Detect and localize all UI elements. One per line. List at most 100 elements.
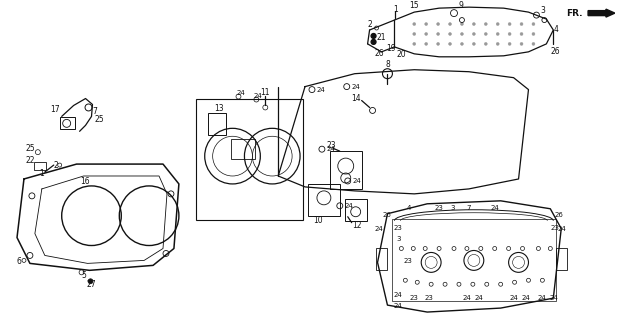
Circle shape: [413, 22, 416, 26]
Circle shape: [508, 22, 511, 26]
Text: 8: 8: [385, 60, 390, 69]
Text: 13: 13: [214, 104, 223, 113]
Text: 24: 24: [537, 295, 546, 301]
Text: 23: 23: [424, 295, 434, 301]
Text: 23: 23: [404, 259, 413, 264]
Circle shape: [532, 43, 535, 45]
Circle shape: [520, 22, 523, 26]
Bar: [34, 162, 46, 170]
Text: 1: 1: [393, 5, 398, 14]
Circle shape: [473, 33, 475, 36]
Text: 3: 3: [396, 236, 400, 242]
Text: 24: 24: [491, 205, 499, 211]
Circle shape: [532, 22, 535, 26]
Circle shape: [371, 34, 376, 38]
Text: 3: 3: [540, 6, 545, 15]
Text: 24: 24: [351, 84, 360, 90]
Text: 19: 19: [387, 44, 396, 53]
Circle shape: [460, 43, 463, 45]
Circle shape: [473, 43, 475, 45]
Circle shape: [520, 43, 523, 45]
Text: 24: 24: [394, 303, 403, 309]
Text: 24: 24: [344, 203, 353, 209]
Text: 26: 26: [375, 49, 384, 58]
Text: 15: 15: [410, 1, 419, 10]
Text: 23: 23: [551, 225, 560, 231]
Circle shape: [484, 43, 487, 45]
Circle shape: [520, 33, 523, 36]
Text: FR.: FR.: [566, 9, 582, 18]
Circle shape: [484, 22, 487, 26]
Bar: [392, 219, 557, 301]
Bar: [208, 113, 226, 135]
Circle shape: [508, 33, 511, 36]
Text: 11: 11: [260, 88, 270, 97]
Bar: [345, 199, 366, 221]
Text: 3: 3: [451, 205, 455, 211]
Text: 16: 16: [80, 178, 89, 187]
Text: 24: 24: [326, 146, 335, 152]
Text: 1: 1: [39, 169, 44, 178]
Text: 24: 24: [550, 295, 558, 301]
Text: 23: 23: [326, 141, 336, 150]
Text: 5: 5: [81, 271, 86, 280]
Circle shape: [496, 43, 499, 45]
Text: 25: 25: [25, 144, 35, 153]
Bar: [376, 249, 387, 270]
Bar: [557, 249, 567, 270]
Text: 23: 23: [394, 225, 403, 231]
Circle shape: [449, 33, 452, 36]
FancyArrow shape: [588, 9, 615, 17]
Text: 21: 21: [377, 34, 386, 43]
Text: 24: 24: [317, 87, 325, 92]
Text: 24: 24: [394, 292, 403, 298]
Text: 12: 12: [352, 221, 362, 230]
Circle shape: [413, 33, 416, 36]
Text: 4: 4: [554, 25, 559, 34]
Circle shape: [449, 43, 452, 45]
Circle shape: [437, 22, 439, 26]
Text: 2: 2: [53, 161, 58, 170]
Text: 24: 24: [254, 92, 263, 99]
Text: 26: 26: [550, 47, 560, 56]
Circle shape: [437, 33, 439, 36]
Circle shape: [424, 43, 428, 45]
Text: 25: 25: [94, 115, 104, 124]
Text: 7: 7: [466, 205, 471, 211]
Text: 26: 26: [382, 212, 391, 218]
Circle shape: [424, 33, 428, 36]
Text: 22: 22: [25, 156, 35, 164]
Bar: [330, 151, 362, 189]
Text: 17: 17: [50, 105, 60, 114]
Circle shape: [424, 22, 428, 26]
Text: 24: 24: [474, 295, 483, 301]
Bar: [196, 99, 303, 220]
Text: 7: 7: [92, 107, 97, 116]
Text: 23: 23: [434, 205, 444, 211]
Text: 2: 2: [367, 20, 372, 28]
Text: 24: 24: [352, 178, 361, 184]
Text: 24: 24: [374, 226, 383, 232]
Text: 26: 26: [555, 212, 564, 218]
Bar: [308, 184, 340, 216]
Text: 24: 24: [558, 226, 566, 232]
Circle shape: [449, 22, 452, 26]
Text: 24: 24: [463, 295, 471, 301]
Circle shape: [413, 43, 416, 45]
Circle shape: [496, 22, 499, 26]
Circle shape: [88, 279, 93, 284]
Text: 14: 14: [351, 94, 360, 103]
Bar: [231, 139, 255, 159]
Text: 24: 24: [509, 295, 518, 301]
Text: 27: 27: [86, 280, 96, 289]
Circle shape: [460, 33, 463, 36]
Circle shape: [460, 22, 463, 26]
Text: 6: 6: [17, 257, 22, 266]
Text: 20: 20: [397, 50, 406, 59]
Circle shape: [496, 33, 499, 36]
Circle shape: [371, 39, 376, 44]
Text: 24: 24: [236, 90, 245, 96]
Bar: [60, 117, 75, 129]
Circle shape: [473, 22, 475, 26]
Circle shape: [508, 43, 511, 45]
